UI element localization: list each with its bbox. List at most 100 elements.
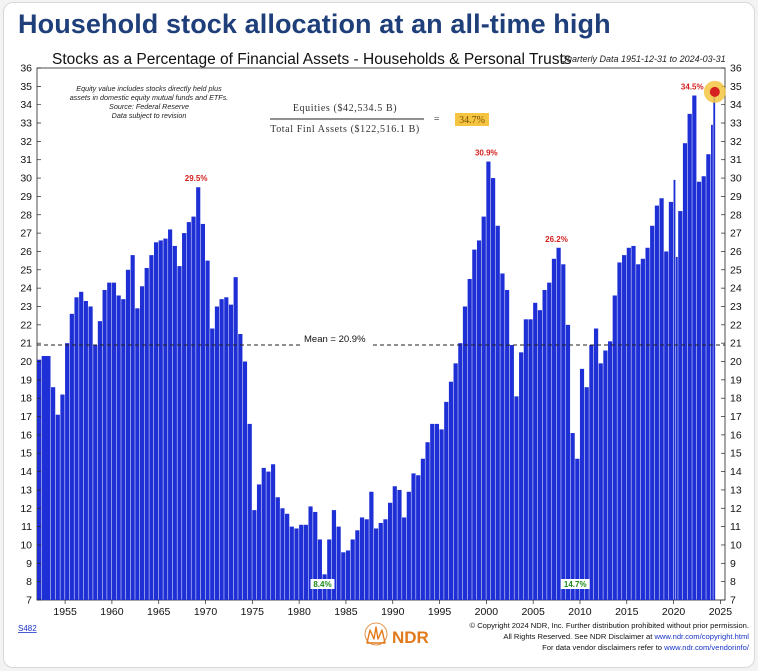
data-bar [537,310,542,600]
data-bar [388,502,393,600]
y-tick-label: 9 [730,558,736,570]
data-bar [261,467,266,600]
y-tick-label: 32 [20,136,32,148]
data-bar [359,517,365,600]
data-bar [280,508,285,600]
data-bar [640,258,645,600]
equity-ratio-formula: Equities ($42,534.5 B) Total Finl Assets… [268,98,489,136]
data-bar [565,324,571,600]
vendor-link[interactable]: www.ndr.com/vendorinfo/ [663,643,750,652]
y-tick-label: 36 [730,63,742,75]
data-bar [397,489,402,600]
data-bar [706,154,711,600]
data-bar [74,297,79,600]
copyright-link[interactable]: www.ndr.com/copyright.html [653,632,749,641]
chart-card: Household stock allocation at an all-tim… [3,2,755,668]
y-tick-label: 33 [20,118,32,130]
y-tick-label: 24 [730,283,742,295]
data-bar [55,414,60,600]
y-tick-label: 14 [20,466,32,478]
chart-title: Stocks as a Percentage of Financial Asse… [52,51,572,68]
data-bar [303,524,308,600]
data-bar [542,289,547,600]
data-bar [472,249,477,601]
data-bar [462,306,468,600]
note-line: Equity value includes stocks directly he… [76,84,222,93]
data-bar [453,363,458,600]
data-bar [285,513,290,600]
data-bar [561,264,566,600]
y-tick-label: 13 [730,484,742,496]
data-bar [116,295,121,600]
data-bar [364,519,369,600]
data-bar [210,328,215,600]
data-bar [509,345,514,600]
data-bar [102,289,107,600]
data-bar [266,471,271,600]
data-bar [252,510,257,600]
y-tick-label: 17 [730,411,742,423]
y-tick-label: 34 [20,99,32,111]
data-bar [219,299,224,600]
data-bar [617,262,622,600]
y-axis-left: 7 8 9 10 11 12 13 14 15 16 17 18 19 20 21 22 23 24 25 26 27 2… [20,63,41,607]
data-bar [317,539,322,600]
data-bar [383,519,388,600]
y-tick-label: 36 [20,63,32,75]
data-bar [345,550,351,600]
data-bar [673,179,676,600]
annotation-label: 26.2% [545,235,568,244]
y-tick-label: 7 [730,595,736,607]
data-bar [584,387,589,600]
y-tick-label: 11 [21,521,32,533]
data-bar [626,247,631,600]
data-bar [523,319,528,600]
data-bar [411,473,416,600]
y-tick-label: 31 [20,154,32,166]
x-tick-label: 2015 [615,606,639,618]
data-bar [416,475,421,600]
chart-code[interactable]: S482 [18,624,37,633]
mean-label-background [300,334,370,347]
y-tick-label: 15 [20,448,32,460]
y-tick-label: 19 [730,374,742,386]
data-bar [434,423,440,600]
data-bar [313,511,318,600]
y-tick-label: 34 [730,99,742,111]
data-bar [65,343,70,600]
annotation-label: 8.4% [313,580,331,589]
y-tick-label: 16 [20,429,32,441]
data-bar [570,433,575,600]
data-bar [481,216,486,600]
y-tick-label: 10 [20,539,32,551]
y-tick-label: 8 [730,576,736,588]
result-highlight [455,113,489,126]
note-line: Data subject to revision [112,111,187,120]
y-tick-label: 17 [20,411,32,423]
bar-series [37,91,716,601]
data-bar [476,240,482,600]
data-bar [692,95,697,601]
data-bar [299,524,304,600]
data-bar [378,522,383,600]
data-bar [69,313,74,600]
data-bar [256,484,262,600]
x-tick-label: 2020 [662,606,686,618]
y-tick-label: 11 [730,521,741,533]
data-bar [650,225,655,600]
data-bar [139,286,145,600]
y-axis-right: 7 8 9 10 11 12 13 14 15 16 17 18 19 20 21 22 23 24 25 26 27 2… [721,63,742,607]
y-tick-label: 26 [20,246,32,258]
y-tick-label: 31 [730,154,742,166]
data-bar [275,497,280,600]
data-bar [107,282,112,600]
note-line: Source: Federal Reserve [109,102,189,111]
formula-denominator: Total Finl Assets ($122,516.1 B) [270,124,420,135]
y-tick-label: 30 [20,173,32,185]
data-bar [490,178,496,600]
data-bar [598,363,603,600]
data-bar [289,526,294,600]
data-bar [238,334,243,600]
y-tick-label: 29 [730,191,742,203]
data-bar [355,530,360,600]
